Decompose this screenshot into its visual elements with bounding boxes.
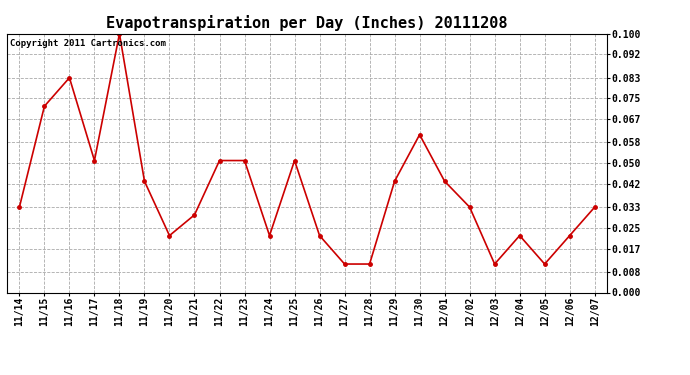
Title: Evapotranspiration per Day (Inches) 20111208: Evapotranspiration per Day (Inches) 2011… [106,15,508,31]
Text: Copyright 2011 Cartronics.com: Copyright 2011 Cartronics.com [10,39,166,48]
